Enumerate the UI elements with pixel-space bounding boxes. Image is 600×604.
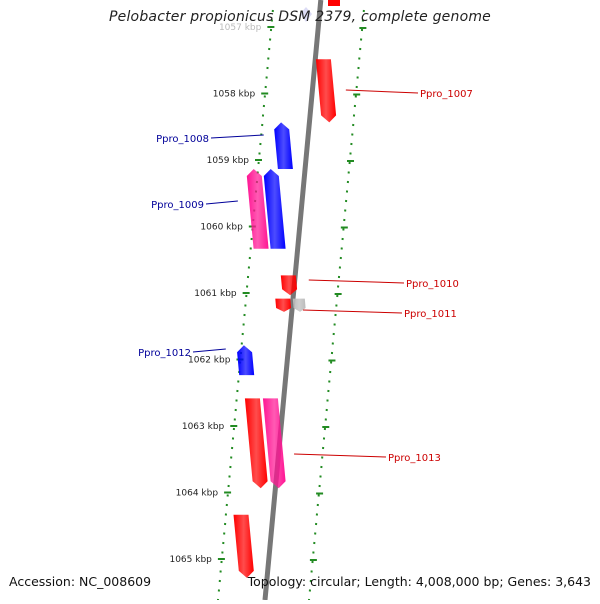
gene-label-leader — [294, 453, 387, 458]
gene-feature[interactable] — [246, 169, 269, 249]
gene-label-leader — [210, 134, 264, 139]
gene-feature[interactable] — [275, 298, 292, 312]
gene-label[interactable]: Ppro_1012 — [138, 348, 191, 359]
gene-label[interactable]: Ppro_1011 — [404, 309, 457, 320]
scale-label: 1060 kbp — [200, 223, 243, 233]
scale-label: 1058 kbp — [213, 90, 256, 100]
scale-label: 1064 kbp — [176, 489, 219, 499]
gene-label[interactable]: Ppro_1008 — [156, 134, 209, 145]
outer-scale-ring — [307, 9, 365, 602]
gene-feature[interactable] — [292, 298, 306, 312]
gene-feature[interactable] — [315, 59, 337, 123]
scale-label: 1059 kbp — [207, 156, 250, 166]
accession-label: Accession: NC_008609 — [9, 574, 152, 589]
scale-label: 1063 kbp — [182, 422, 225, 432]
gene-feature[interactable] — [244, 398, 268, 489]
gene-feature[interactable] — [233, 514, 254, 578]
gene-feature[interactable] — [280, 275, 298, 296]
gene-label[interactable]: Ppro_1007 — [420, 89, 473, 100]
gene-label-leader — [205, 200, 238, 205]
gene-feature[interactable] — [263, 169, 286, 249]
scale-label: 1065 kbp — [169, 555, 212, 565]
genome-backbone — [262, 0, 324, 601]
scale-label: 1057 kbp — [219, 23, 262, 33]
gene-feature[interactable] — [274, 122, 293, 169]
gene-label[interactable]: Ppro_1010 — [406, 279, 459, 290]
feature-partial — [328, 0, 340, 6]
scale-label: 1062 kbp — [188, 356, 231, 366]
gene-label-leader — [308, 279, 405, 284]
gene-feature[interactable] — [262, 398, 286, 489]
gene-label[interactable]: Ppro_1009 — [151, 200, 204, 211]
gene-label-leader — [192, 348, 226, 353]
scale-label: 1061 kbp — [194, 289, 237, 299]
gene-label-leader — [302, 309, 403, 314]
gene-label-leader — [345, 89, 419, 94]
genome-title: Pelobacter propionicus DSM 2379, complet… — [109, 9, 491, 25]
gene-feature[interactable] — [237, 345, 255, 376]
gene-label[interactable]: Ppro_1013 — [388, 453, 441, 464]
topology-label: Topology: circular; Length: 4,008,000 bp… — [247, 574, 591, 589]
feature-partial — [300, 7, 312, 22]
